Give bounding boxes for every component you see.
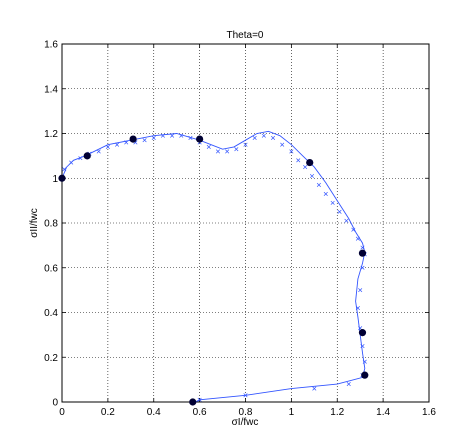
x-marker-point [360, 245, 365, 250]
x-marker-point [344, 218, 349, 223]
x-marker-point [270, 135, 276, 141]
y-tick-label: 0 [52, 398, 58, 409]
x-marker-point [96, 149, 101, 154]
circle-point [358, 329, 367, 337]
x-marker-point [362, 359, 367, 364]
x-marker-point [243, 393, 248, 398]
x-marker-point [160, 133, 165, 138]
circle-point [83, 152, 91, 160]
x-tick-label: 0.8 [239, 407, 253, 418]
x-marker-point [323, 191, 328, 196]
x-marker-point [78, 156, 83, 161]
x-marker-point [151, 135, 156, 141]
y-tick-labels: 0 0.2 0.4 0.6 0.8 1 1.2 1.4 1.6 [44, 40, 58, 409]
y-tick-label: 0.6 [44, 263, 58, 274]
x-marker-point [358, 288, 363, 293]
x-marker-point [188, 135, 193, 141]
x-marker-point [280, 142, 285, 147]
series-x-markers [62, 133, 367, 402]
x-marker-point [351, 227, 356, 232]
x-marker-point [124, 140, 129, 145]
circle-point [189, 398, 197, 406]
x-marker-point [179, 133, 184, 138]
x-marker-point [303, 165, 308, 170]
circle-point [196, 135, 204, 143]
x-marker-point [346, 382, 351, 387]
y-tick-label: 1 [52, 174, 58, 185]
x-tick-label: 1.6 [422, 407, 436, 418]
x-marker-point [312, 386, 317, 391]
y-tick-label: 0.2 [44, 353, 58, 364]
x-marker-point [289, 149, 294, 154]
y-tick-label: 0.4 [44, 308, 58, 319]
y-tick-label: 0.8 [44, 219, 58, 230]
x-marker-point [355, 236, 360, 241]
x-marker-point [206, 144, 211, 149]
x-axis-label: σI/fwc [232, 417, 259, 428]
x-tick-label: 0.4 [147, 407, 161, 418]
x-marker-point [296, 158, 301, 163]
circle-point [129, 135, 137, 143]
x-marker-point [360, 265, 365, 270]
x-tick-labels: 0 0.2 0.4 0.6 0.8 1 1.2 1.4 1.6 [59, 407, 436, 418]
x-tick-label: 1.4 [376, 407, 390, 418]
circle-point [361, 371, 369, 379]
x-marker-point [360, 344, 365, 349]
x-marker-point [225, 149, 230, 154]
x-tick-label: 1 [289, 407, 295, 418]
x-marker-point [62, 167, 67, 172]
x-marker-point [330, 200, 335, 205]
x-marker-point [316, 182, 321, 188]
series-layer [58, 130, 369, 406]
x-marker-point [197, 397, 202, 402]
x-marker-point [215, 149, 221, 154]
ticks [61, 43, 430, 403]
x-marker-point [309, 173, 315, 179]
y-tick-label: 1.6 [44, 40, 58, 51]
x-marker-point [105, 144, 110, 149]
circle-point [306, 158, 314, 167]
x-marker-point [142, 138, 147, 143]
y-tick-label: 1.2 [44, 129, 58, 140]
x-marker-point [243, 142, 248, 147]
series-line [61, 130, 366, 403]
x-marker-point [355, 305, 360, 311]
y-axis-label: σII/fwc [29, 208, 40, 238]
x-marker-point [252, 135, 257, 141]
x-marker-point [234, 147, 239, 152]
x-marker-point [170, 133, 175, 138]
circle-point [358, 249, 367, 257]
x-tick-label: 0.2 [101, 407, 115, 418]
x-marker-point [69, 160, 74, 165]
circle-point [58, 174, 66, 182]
x-marker-point [261, 133, 266, 138]
y-tick-label: 1.4 [44, 84, 58, 95]
x-marker-point [337, 209, 342, 214]
x-tick-label: 0.6 [193, 407, 207, 418]
chart-title: Theta=0 [227, 30, 264, 41]
x-tick-label: 1.2 [330, 407, 344, 418]
series-filled-circles [58, 135, 369, 406]
grid [62, 44, 429, 402]
x-marker-point [115, 142, 120, 147]
x-tick-label: 0 [59, 407, 65, 418]
series-solid-line [61, 130, 366, 403]
